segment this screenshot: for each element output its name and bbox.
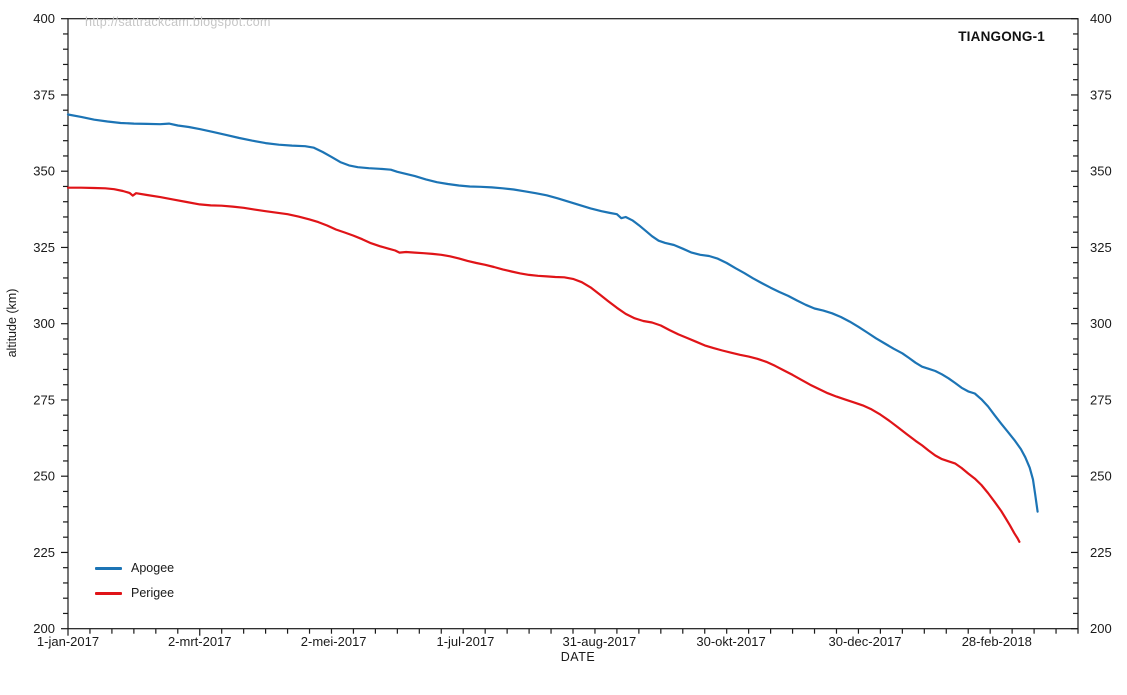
y-tick-label-right: 275	[1090, 392, 1112, 407]
y-tick-label-left: 275	[33, 392, 55, 407]
y-tick-label-left: 200	[33, 621, 55, 636]
chart-legend: Apogee Perigee	[95, 561, 174, 600]
y-tick-label-right: 350	[1090, 164, 1112, 179]
y-tick-label-left: 400	[33, 11, 55, 26]
y-tick-label-right: 250	[1090, 469, 1112, 484]
y-tick-label-right: 225	[1090, 545, 1112, 560]
x-tick-label: 30-okt-2017	[696, 634, 765, 649]
x-tick-label: 28-feb-2018	[962, 634, 1032, 649]
watermark-url: http://sattrackcam.blogspot.com	[85, 15, 271, 29]
y-axis-title: altitude (km)	[5, 288, 19, 358]
y-tick-label-right: 375	[1090, 87, 1112, 102]
y-tick-label-left: 325	[33, 240, 55, 255]
plot-border	[67, 18, 1079, 630]
y-tick-label-right: 200	[1090, 621, 1112, 636]
legend-label-apogee: Apogee	[131, 561, 175, 575]
x-tick-label: 2-mei-2017	[301, 634, 367, 649]
y-tick-label-left: 300	[33, 316, 55, 331]
y-tick-label-right: 300	[1090, 316, 1112, 331]
y-tick-label-left: 225	[33, 545, 55, 560]
x-tick-label: 31-aug-2017	[562, 634, 636, 649]
legend-item-apogee: Apogee	[95, 561, 174, 575]
x-tick-label: 1-jul-2017	[436, 634, 494, 649]
y-tick-label-left: 350	[33, 164, 55, 179]
perigee-line-swatch	[95, 591, 122, 595]
y-tick-label-right: 325	[1090, 240, 1112, 255]
x-axis-title: DATE	[560, 650, 596, 664]
apogee-line-swatch	[95, 566, 122, 570]
chart-title: TIANGONG-1	[958, 29, 1045, 44]
y-tick-label-left: 250	[33, 469, 55, 484]
y-tick-label-right: 400	[1090, 11, 1112, 26]
x-tick-label: 30-dec-2017	[829, 634, 902, 649]
x-tick-label: 2-mrt-2017	[168, 634, 232, 649]
apogee-line	[66, 113, 1039, 513]
y-tick-label-left: 375	[33, 87, 55, 102]
legend-label-perigee: Perigee	[131, 586, 175, 600]
x-tick-label: 1-jan-2017	[37, 634, 99, 649]
legend-item-perigee: Perigee	[95, 586, 174, 600]
perigee-line	[66, 186, 1021, 543]
